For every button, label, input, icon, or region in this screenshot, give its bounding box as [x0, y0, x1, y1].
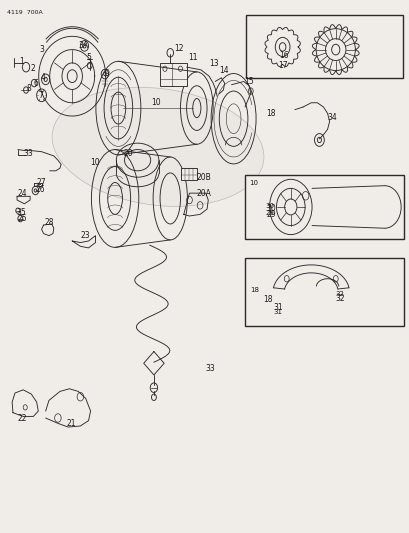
Text: 13: 13: [209, 59, 218, 68]
Text: 15: 15: [243, 77, 253, 86]
Bar: [245, 175, 402, 239]
Bar: [245, 15, 402, 78]
Text: 24: 24: [17, 189, 27, 198]
Text: 33: 33: [23, 149, 33, 158]
Text: 25: 25: [18, 214, 27, 223]
Text: 4: 4: [40, 73, 45, 82]
Text: 31: 31: [273, 303, 283, 312]
Text: 18: 18: [249, 287, 258, 294]
Text: 5: 5: [86, 53, 91, 62]
Text: 22: 22: [18, 414, 27, 423]
Text: 16: 16: [279, 51, 288, 60]
Text: 29: 29: [265, 211, 274, 216]
Text: 3A: 3A: [78, 42, 88, 51]
Text: 2: 2: [30, 64, 35, 73]
Text: 33: 33: [204, 364, 214, 373]
Text: 1: 1: [19, 58, 24, 66]
Text: 31: 31: [273, 309, 282, 314]
Text: 17: 17: [277, 61, 287, 70]
Text: 30: 30: [265, 204, 274, 209]
Text: 26: 26: [35, 185, 45, 194]
Text: 20: 20: [123, 149, 133, 158]
Text: 7: 7: [38, 91, 43, 100]
Bar: [160, 63, 186, 86]
Text: 21: 21: [67, 419, 76, 428]
Text: 18: 18: [263, 295, 272, 304]
Bar: [245, 258, 402, 326]
Text: 18: 18: [265, 109, 275, 118]
Text: 27: 27: [36, 178, 46, 187]
Text: 20A: 20A: [196, 189, 211, 198]
Text: 29: 29: [265, 210, 275, 219]
Text: 30: 30: [265, 204, 275, 213]
Text: 23: 23: [80, 231, 90, 240]
Text: 6: 6: [33, 79, 38, 88]
Text: 34: 34: [327, 113, 337, 122]
Text: 35: 35: [16, 208, 26, 217]
Bar: [181, 167, 196, 180]
Text: 10: 10: [249, 180, 258, 185]
Ellipse shape: [52, 87, 263, 206]
Text: 32: 32: [335, 294, 344, 303]
Text: 14: 14: [219, 67, 228, 75]
Text: 9: 9: [105, 69, 110, 78]
Text: 8: 8: [26, 84, 31, 93]
Text: 10: 10: [90, 158, 99, 167]
Text: 10: 10: [151, 98, 160, 107]
Text: 20B: 20B: [196, 173, 211, 182]
Text: 32: 32: [335, 291, 344, 297]
Text: 28: 28: [45, 219, 54, 228]
Text: 4119  700A: 4119 700A: [7, 10, 43, 15]
Text: 3: 3: [39, 45, 44, 54]
Text: 12: 12: [174, 44, 183, 53]
Text: 11: 11: [188, 53, 198, 62]
